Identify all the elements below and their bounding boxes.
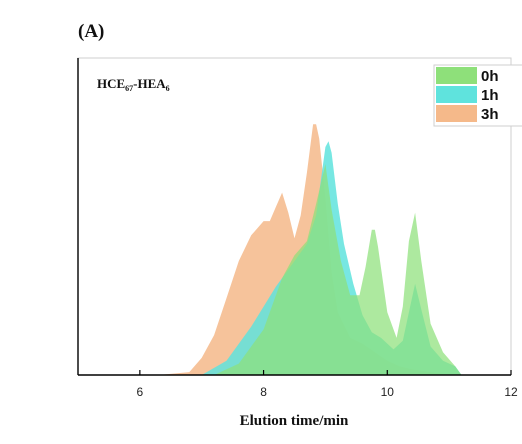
legend-swatch-1h	[436, 86, 477, 103]
annotation-base: HCE	[97, 76, 125, 91]
x-tick-label: 12	[504, 385, 518, 399]
annotation-sub1: 67	[125, 84, 133, 93]
legend-swatch-3h	[436, 105, 477, 122]
annotation-sub2: 6	[166, 84, 170, 93]
x-tick-label: 10	[381, 385, 395, 399]
x-tick-label: 8	[260, 385, 267, 399]
legend-label-3h: 3h	[481, 106, 499, 123]
legend: 0h 1h 3h	[433, 64, 522, 127]
legend-label-1h: 1h	[481, 87, 499, 104]
legend-label-0h: 0h	[481, 68, 499, 85]
area-series-0h	[214, 164, 462, 375]
annotation-mid: -HEA	[133, 76, 166, 91]
series-areas	[158, 124, 462, 375]
panel-label: (A)	[78, 21, 104, 42]
sample-annotation: HCE67-HEA6	[97, 76, 170, 93]
x-ticks: 6 8 10 12	[137, 370, 518, 399]
x-tick-label: 6	[137, 385, 144, 399]
x-axis-title: Elution time/min	[240, 413, 349, 429]
legend-swatch-0h	[436, 67, 477, 84]
